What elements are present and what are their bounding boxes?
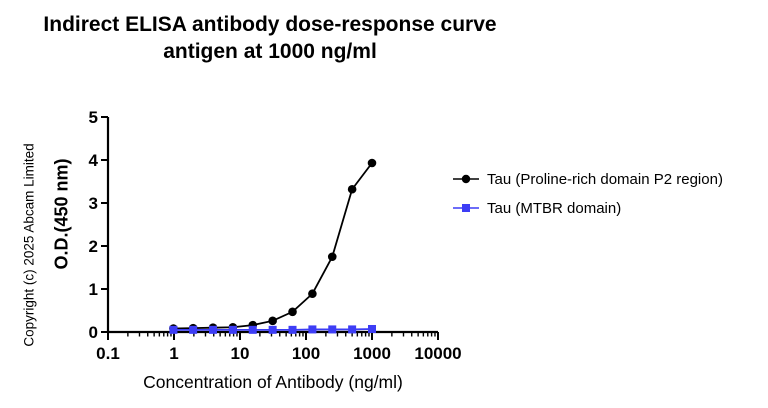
series-2-point (228, 325, 237, 334)
series-1-point (327, 252, 337, 262)
series-2-point (169, 325, 178, 334)
x-tick-label: 1000 (353, 344, 391, 363)
x-tick-label: 10 (231, 344, 250, 363)
y-tick-label: 1 (89, 280, 98, 299)
legend-label: Tau (MTBR domain) (487, 199, 622, 217)
series-1-point (367, 158, 377, 168)
x-axis-label: Concentration of Antibody (ng/ml) (143, 372, 403, 392)
series-2-point (248, 325, 257, 334)
chart-subtitle: antigen at 1000 ng/ml (163, 40, 377, 63)
series-2-point (348, 325, 357, 334)
series-1-point (308, 289, 317, 299)
legend-item-series-1: Tau (Proline-rich domain P2 region) (451, 169, 723, 189)
y-tick-label: 3 (89, 194, 98, 213)
series-2-point (308, 325, 317, 334)
x-tick-label: 100 (292, 344, 320, 363)
y-tick-label: 5 (89, 108, 98, 127)
x-tick-label: 10000 (414, 344, 461, 363)
series-2-point (288, 325, 297, 334)
y-tick-label: 2 (89, 237, 98, 256)
chart-title: Indirect ELISA antibody dose-response cu… (43, 13, 497, 36)
series-1-point (268, 316, 277, 326)
legend-item-series-2: Tau (MTBR domain) (451, 198, 621, 218)
legend-symbol-square (453, 204, 479, 212)
series-1-line (173, 162, 373, 330)
x-tick-label: 1 (169, 344, 178, 363)
series-1-point (347, 184, 357, 194)
legend-symbol-circle (453, 174, 479, 184)
series-2-point (368, 324, 376, 333)
series-1-point (288, 307, 297, 317)
x-tick-label: 0.1 (96, 344, 120, 363)
series-2-point (328, 325, 337, 334)
series-2-point (189, 325, 198, 334)
series-2-point (209, 325, 218, 334)
series-2-point (268, 325, 277, 334)
y-tick-label: 0 (89, 323, 98, 342)
y-tick-label: 4 (89, 151, 99, 170)
legend-label: Tau (Proline-rich domain P2 region) (487, 170, 723, 188)
